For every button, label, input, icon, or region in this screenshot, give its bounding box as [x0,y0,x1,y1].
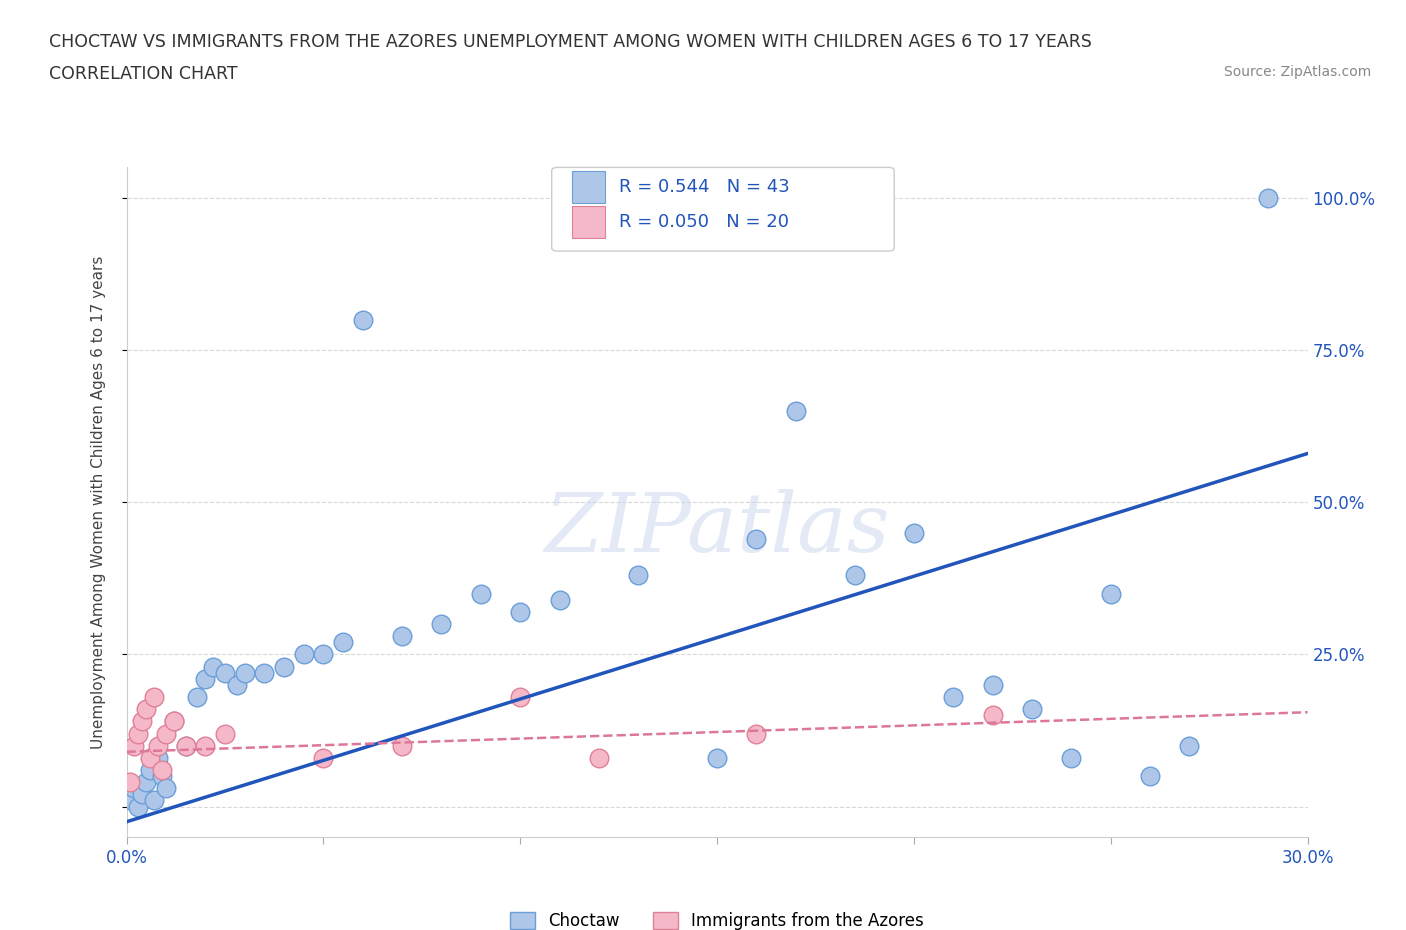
Point [332,635,354,650]
Point [155,781,177,796]
Point [174,738,197,753]
Point [903,525,925,540]
Point [150,763,173,777]
Point [139,751,162,765]
Point [1178,738,1201,753]
Point [588,751,610,765]
Point [273,659,295,674]
Point [194,738,217,753]
Point [548,592,571,607]
Point [1060,751,1083,765]
Point [124,781,146,796]
Point [150,769,173,784]
Point [352,312,374,327]
Point [470,586,492,601]
Point [174,738,197,753]
Text: CHOCTAW VS IMMIGRANTS FROM THE AZORES UNEMPLOYMENT AMONG WOMEN WITH CHILDREN AGE: CHOCTAW VS IMMIGRANTS FROM THE AZORES UN… [49,33,1092,50]
Point [146,751,169,765]
Point [312,647,335,662]
Point [124,738,146,753]
Point [146,738,169,753]
Point [135,775,157,790]
Point [312,751,335,765]
Point [292,647,315,662]
Text: ZIPatlas: ZIPatlas [544,489,890,569]
FancyBboxPatch shape [551,167,894,251]
Point [1257,191,1279,206]
Y-axis label: Unemployment Among Women with Children Ages 6 to 17 years: Unemployment Among Women with Children A… [91,256,105,749]
Point [194,671,217,686]
Point [391,738,413,753]
Point [785,404,807,418]
Text: Source: ZipAtlas.com: Source: ZipAtlas.com [1223,65,1371,79]
FancyBboxPatch shape [572,206,605,238]
Point [1021,702,1043,717]
Point [127,799,149,814]
Point [155,726,177,741]
Point [186,689,208,704]
Point [131,787,153,802]
Point [745,726,768,741]
Point [981,677,1004,692]
Point [391,629,413,644]
Point [120,775,142,790]
Point [225,677,247,692]
Point [253,665,276,680]
Text: CORRELATION CHART: CORRELATION CHART [49,65,238,83]
Point [942,689,965,704]
Point [745,531,768,546]
FancyBboxPatch shape [572,171,605,203]
Point [214,665,236,680]
Point [509,689,531,704]
Point [135,702,157,717]
Point [131,714,153,729]
Point [120,793,142,808]
Point [143,689,166,704]
Point [143,793,166,808]
Point [981,708,1004,723]
Point [1139,769,1161,784]
Text: R = 0.544   N = 43: R = 0.544 N = 43 [619,179,790,196]
Point [844,568,866,583]
Point [627,568,650,583]
Point [430,617,453,631]
Point [202,659,225,674]
Point [163,714,186,729]
Point [214,726,236,741]
Point [509,604,531,619]
Point [1099,586,1122,601]
Text: R = 0.050   N = 20: R = 0.050 N = 20 [619,213,789,232]
Legend: Choctaw, Immigrants from the Azores: Choctaw, Immigrants from the Azores [503,906,931,930]
Point [233,665,256,680]
Point [706,751,728,765]
Point [163,714,186,729]
Point [127,726,149,741]
Point [139,763,162,777]
